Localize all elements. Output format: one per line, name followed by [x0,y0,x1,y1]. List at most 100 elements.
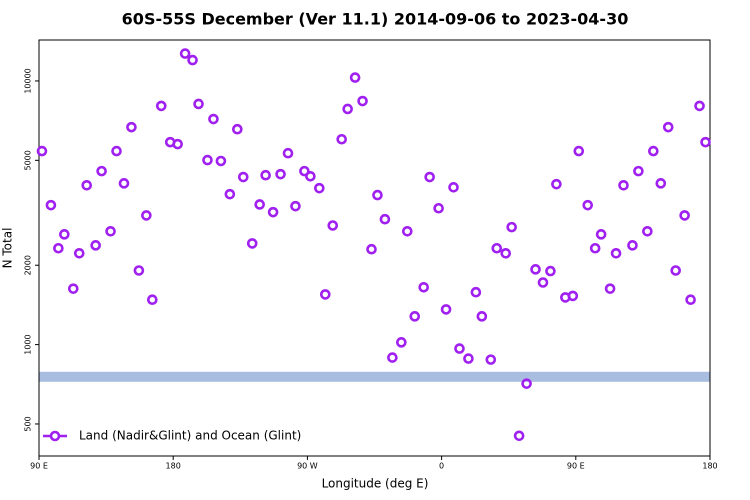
data-point [187,54,198,66]
data-point [314,182,325,194]
data-point [694,100,705,112]
data-point [73,247,85,259]
data-point [202,154,213,166]
data-point [589,242,601,254]
data-point [551,178,562,190]
x-axis-label: Longitude (deg E) [322,477,429,491]
data-point [537,277,549,288]
data-point [336,133,347,145]
x-tick-label: 90 E [567,462,585,471]
data-point [662,121,674,133]
data-point [67,283,79,294]
plot-frame [38,39,711,457]
data-point [36,145,48,157]
data-point [327,220,339,231]
data-point [81,180,93,191]
data-point [118,178,130,189]
data-point [141,210,152,221]
data-point [290,200,301,212]
data-point [208,113,219,125]
data-point [485,354,497,365]
data-point [90,240,101,251]
data-point [232,123,243,135]
data-point [627,240,638,251]
data-point [396,337,407,348]
data-point [500,247,512,259]
data-point [215,155,227,167]
data-point [319,289,331,300]
data-point [155,100,167,112]
data-point [126,121,137,133]
data-point [372,189,383,201]
y-tick-label: 2000 [24,255,33,275]
data-point [448,182,459,193]
data-point [424,171,435,183]
x-tick-label: 90 W [297,462,318,471]
y-tick-label: 10000 [24,68,33,93]
data-point [379,213,391,225]
data-point [618,180,629,191]
data-point [172,138,183,150]
data-point [470,286,482,298]
data-point [642,226,653,237]
data-point [491,242,503,254]
data-point [610,247,622,259]
data-point [133,265,145,276]
data-point [342,103,353,115]
data-point [366,243,377,255]
data-point [237,171,249,183]
data-point [179,48,191,59]
y-tick-label: 500 [24,416,33,431]
data-point [648,145,659,157]
data-point [402,226,413,237]
y-tick-label: 1000 [24,334,33,354]
data-point [260,169,271,181]
data-point [96,165,107,177]
data-point [147,294,158,306]
data-point [111,145,122,157]
data-point [655,178,667,189]
reference-band [39,371,710,382]
legend-marker [49,430,61,442]
data-point [349,72,361,83]
data-point [275,168,286,180]
data-point [409,311,421,322]
data-point [418,281,430,293]
data-point [305,170,316,182]
data-point [633,165,644,177]
data-point [530,264,541,275]
data-point [567,290,579,302]
data-point [45,199,57,211]
data-point [299,165,310,177]
data-point [440,304,452,315]
data-point [254,199,265,210]
data-point [685,294,696,306]
data-point [604,283,616,294]
data-point [463,353,474,364]
data-point [521,378,532,389]
data-point [433,202,444,214]
data-point [224,188,236,200]
data-point [357,95,368,107]
data-point [53,242,64,254]
data-point [573,145,585,157]
data-point [454,343,465,354]
x-tick-label: 0 [439,462,444,471]
data-point [595,229,607,240]
data-point [513,430,525,442]
data-point [700,136,711,148]
legend-label: Land (Nadir&Glint) and Ocean (Glint) [79,429,301,443]
data-point [105,226,116,237]
data-point [59,229,70,240]
data-point [246,238,258,249]
data-point [679,210,690,221]
y-tick-label: 5000 [24,150,33,170]
data-point [193,98,204,110]
data-point [506,221,517,233]
x-tick-label: 180 [166,462,181,471]
data-point [282,147,294,159]
data-point [267,206,279,218]
x-tick-label: 90 E [30,462,48,471]
x-tick-label: 180 [702,462,717,471]
